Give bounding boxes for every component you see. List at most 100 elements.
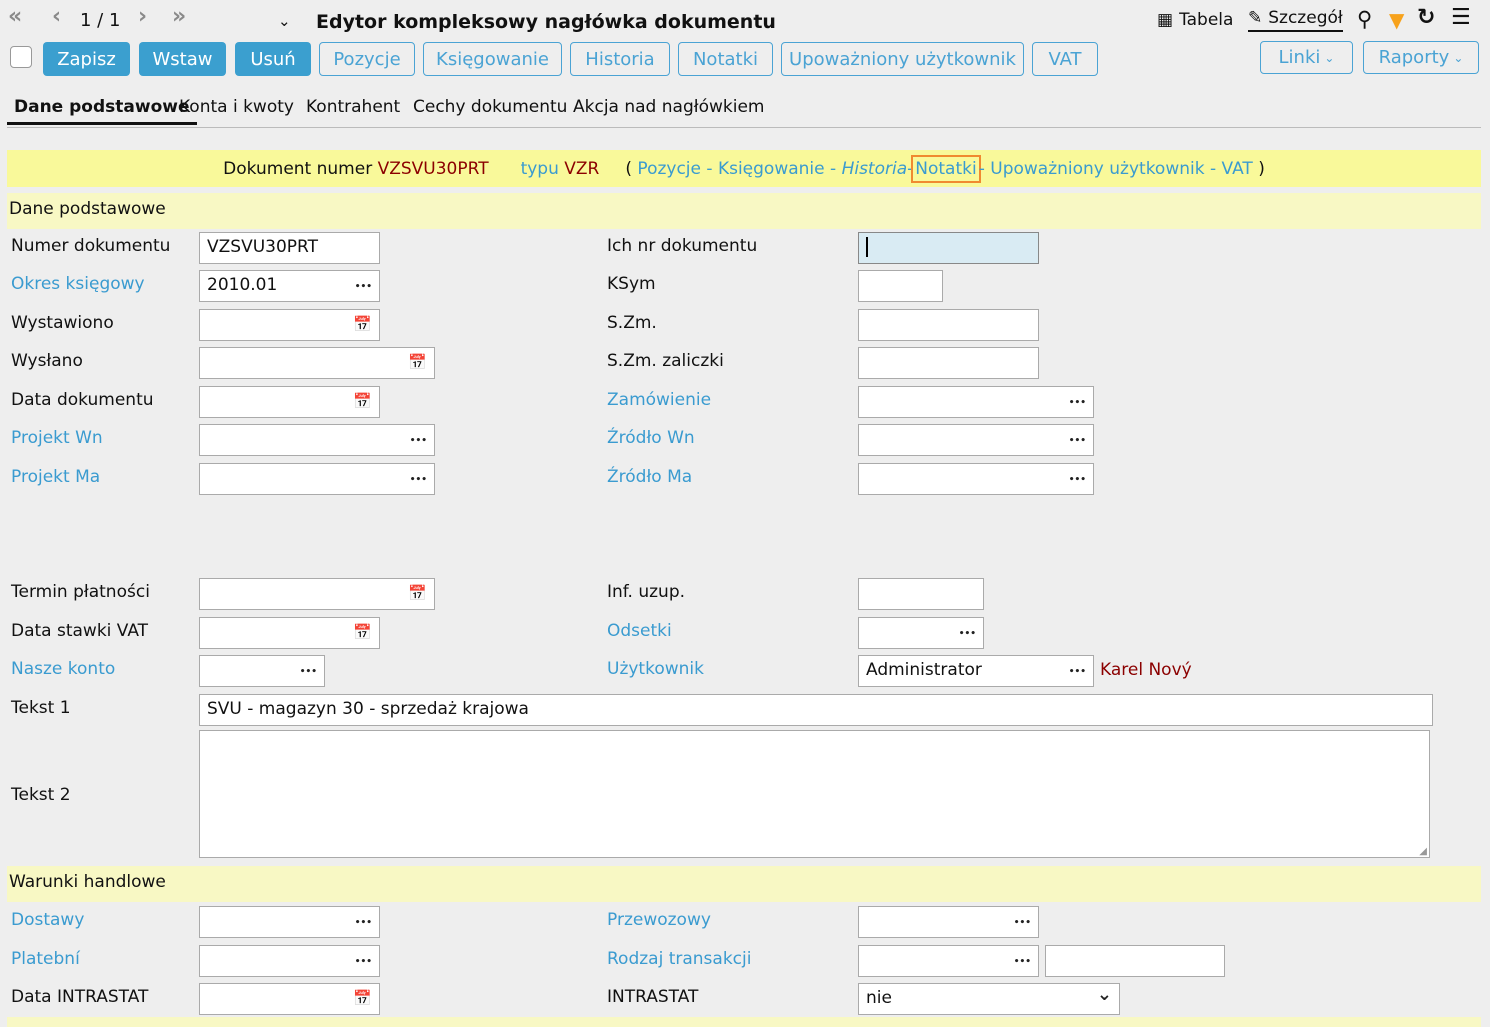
input-wysano[interactable]: 📅 <box>199 347 435 379</box>
next-page-icon[interactable]: › <box>138 4 148 29</box>
filter-icon[interactable]: ▼ <box>1389 8 1405 32</box>
label-rodzaj-transakcji[interactable]: Rodzaj transakcji <box>607 949 752 969</box>
historia-button[interactable]: Historia <box>570 42 670 76</box>
view-table[interactable]: ▦ Tabela <box>1157 10 1233 30</box>
label-zrodo-ma[interactable]: Źródło Ma <box>607 467 693 487</box>
ellipsis-icon[interactable]: ••• <box>354 957 372 967</box>
label-dostawy[interactable]: Dostawy <box>11 910 85 930</box>
tab-dane-podstawowe[interactable]: Dane podstawowe <box>7 97 197 125</box>
input-rodzaj-transakcji[interactable]: ••• <box>858 945 1039 977</box>
raporty-dropdown[interactable]: Raporty ⌄ <box>1363 41 1479 74</box>
calendar-icon[interactable]: 📅 <box>353 392 372 410</box>
ellipsis-icon[interactable]: ••• <box>354 918 372 928</box>
search-icon[interactable]: ⚲ <box>1357 7 1373 31</box>
input-inf-uzup[interactable] <box>858 578 984 610</box>
ellipsis-icon[interactable]: ••• <box>1068 436 1086 446</box>
input-data-intrastat[interactable]: 📅 <box>199 983 380 1015</box>
label-okres-ksiegowy[interactable]: Okres księgowy <box>11 274 145 294</box>
resize-handle-icon[interactable]: ◢ <box>1419 846 1427 857</box>
upowazniony-button[interactable]: Upoważniony użytkownik <box>781 42 1024 76</box>
input-numer-dokumentu[interactable]: VZSVU30PRT <box>199 232 380 264</box>
ellipsis-icon[interactable]: ••• <box>409 436 427 446</box>
label-odsetki[interactable]: Odsetki <box>607 621 672 641</box>
input-odsetki[interactable]: ••• <box>858 617 984 649</box>
input-projekt-wn[interactable]: ••• <box>199 424 435 456</box>
ellipsis-icon[interactable]: ••• <box>1068 475 1086 485</box>
ellipsis-icon[interactable]: ••• <box>958 629 976 639</box>
pozycje-button[interactable]: Pozycje <box>319 42 415 76</box>
ellipsis-icon[interactable]: ••• <box>354 282 372 292</box>
doc-link-pozycje[interactable]: Pozycje <box>637 158 701 179</box>
select-checkbox[interactable] <box>10 46 32 68</box>
menu-icon[interactable]: ☰ <box>1451 5 1471 30</box>
label-projekt-ma[interactable]: Projekt Ma <box>11 467 101 487</box>
label-platebni[interactable]: Platební <box>11 949 80 969</box>
ellipsis-icon[interactable]: ••• <box>409 475 427 485</box>
sep: - <box>978 158 985 179</box>
doc-link-upowazniony[interactable]: Upoważniony użytkownik <box>990 158 1205 179</box>
calendar-icon[interactable]: 📅 <box>408 353 427 371</box>
ellipsis-icon[interactable]: ••• <box>299 667 317 677</box>
ellipsis-icon[interactable]: ••• <box>1013 957 1031 967</box>
tab-akcja[interactable]: Akcja nad nagłówkiem <box>573 97 765 117</box>
tab-kontrahent[interactable]: Kontrahent <box>306 97 401 117</box>
ellipsis-icon[interactable]: ••• <box>1068 667 1086 677</box>
save-button[interactable]: Zapisz <box>43 42 130 76</box>
refresh-icon[interactable]: ↻ <box>1417 5 1436 30</box>
doc-link-vat[interactable]: VAT <box>1221 158 1253 179</box>
input-dostawy[interactable]: ••• <box>199 906 380 938</box>
tab-konta-i-kwoty[interactable]: Konta i kwoty <box>179 97 294 117</box>
prev-page-icon[interactable]: ‹ <box>52 4 62 29</box>
input-termin-patnosci[interactable]: 📅 <box>199 578 435 610</box>
input-okres-ksiegowy[interactable]: 2010.01 ••• <box>199 270 380 302</box>
user-full-name: Karel Nový <box>1100 660 1192 680</box>
view-detail[interactable]: ✎ Szczegół <box>1248 8 1343 32</box>
chevron-down-icon[interactable]: ⌄ <box>1096 984 1112 1005</box>
doc-link-historia[interactable]: Historia <box>841 158 908 179</box>
delete-button[interactable]: Usuń <box>235 42 311 76</box>
input-przewozowy[interactable]: ••• <box>858 906 1039 938</box>
input-data-dokumentu[interactable]: 📅 <box>199 386 380 418</box>
input-intrastat[interactable]: nie ⌄ <box>858 983 1120 1015</box>
insert-button[interactable]: Wstaw <box>139 42 226 76</box>
label-przewozowy[interactable]: Przewozowy <box>607 910 711 930</box>
input-data-stawki-vat[interactable]: 📅 <box>199 617 380 649</box>
label-nasze-konto[interactable]: Nasze konto <box>11 659 116 679</box>
linki-dropdown[interactable]: Linki ⌄ <box>1260 41 1353 74</box>
doc-link-notatki[interactable]: Notatki <box>911 154 981 183</box>
input-wystawiono[interactable]: 📅 <box>199 309 380 341</box>
input-projekt-ma[interactable]: ••• <box>199 463 435 495</box>
ellipsis-icon[interactable]: ••• <box>1068 398 1086 408</box>
label-uzytkownik[interactable]: Użytkownik <box>607 659 704 679</box>
doc-link-ksiegowanie[interactable]: Księgowanie <box>717 158 825 179</box>
input-tekst-1[interactable]: SVU - magazyn 30 - sprzedaż krajowa <box>199 694 1433 726</box>
label-zrodo-wn[interactable]: Źródło Wn <box>607 428 695 448</box>
calendar-icon[interactable]: 📅 <box>353 315 372 333</box>
label-zamowienie[interactable]: Zamówienie <box>607 390 712 410</box>
calendar-icon[interactable]: 📅 <box>408 584 427 602</box>
vat-button[interactable]: VAT <box>1032 42 1098 76</box>
first-page-icon[interactable]: « <box>8 4 23 29</box>
sep: - <box>830 158 837 179</box>
input-nasze-konto[interactable]: ••• <box>199 655 325 687</box>
ellipsis-icon[interactable]: ••• <box>1013 918 1031 928</box>
input-platebni[interactable]: ••• <box>199 945 380 977</box>
input-ksym[interactable] <box>858 270 943 302</box>
input-uzytkownik[interactable]: Administrator ••• <box>858 655 1094 687</box>
label-projekt-wn[interactable]: Projekt Wn <box>11 428 103 448</box>
last-page-icon[interactable]: » <box>172 4 187 29</box>
input-szm-zaliczki[interactable] <box>858 347 1039 379</box>
input-zrodo-wn[interactable]: ••• <box>858 424 1094 456</box>
calendar-icon[interactable]: 📅 <box>353 989 372 1007</box>
input-tekst-2[interactable]: ◢ <box>199 730 1430 858</box>
ksiegowanie-button[interactable]: Księgowanie <box>423 42 562 76</box>
chevron-down-icon[interactable]: ⌄ <box>278 12 291 30</box>
notatki-button[interactable]: Notatki <box>678 42 773 76</box>
input-rodzaj-transakcji-desc[interactable] <box>1045 945 1225 977</box>
input-szm[interactable] <box>858 309 1039 341</box>
calendar-icon[interactable]: 📅 <box>353 623 372 641</box>
input-zamowienie[interactable]: ••• <box>858 386 1094 418</box>
tab-cechy-dokumentu[interactable]: Cechy dokumentu <box>413 97 568 117</box>
input-ich-nr-dokumentu[interactable] <box>858 232 1039 264</box>
input-zrodo-ma[interactable]: ••• <box>858 463 1094 495</box>
